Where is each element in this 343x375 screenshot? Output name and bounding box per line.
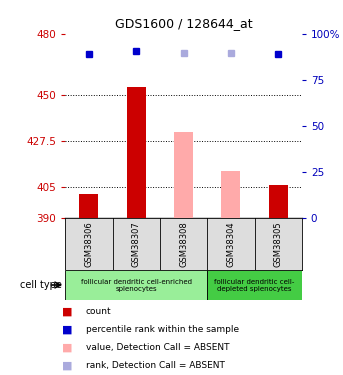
Text: rank, Detection Call = ABSENT: rank, Detection Call = ABSENT xyxy=(86,361,225,370)
Bar xyxy=(65,270,207,300)
Text: GSM38305: GSM38305 xyxy=(274,221,283,267)
Title: GDS1600 / 128644_at: GDS1600 / 128644_at xyxy=(115,17,252,30)
Text: ■: ■ xyxy=(62,342,72,352)
Text: GSM38307: GSM38307 xyxy=(132,221,141,267)
Text: count: count xyxy=(86,307,111,316)
Text: cell type: cell type xyxy=(20,280,62,290)
Text: value, Detection Call = ABSENT: value, Detection Call = ABSENT xyxy=(86,343,229,352)
Bar xyxy=(79,194,98,217)
Bar xyxy=(269,185,288,218)
Text: follicular dendritic cell-enriched
splenocytes: follicular dendritic cell-enriched splen… xyxy=(81,279,192,291)
Text: follicular dendritic cell-
depleted splenocytes: follicular dendritic cell- depleted sple… xyxy=(214,279,295,291)
Text: ■: ■ xyxy=(62,324,72,334)
Text: percentile rank within the sample: percentile rank within the sample xyxy=(86,325,239,334)
Bar xyxy=(127,87,146,218)
Bar xyxy=(174,132,193,218)
Text: ■: ■ xyxy=(62,360,72,370)
Bar xyxy=(221,171,240,217)
Text: GSM38306: GSM38306 xyxy=(84,221,93,267)
Text: GSM38308: GSM38308 xyxy=(179,221,188,267)
Bar xyxy=(207,270,302,300)
Text: ■: ■ xyxy=(62,306,72,316)
Text: GSM38304: GSM38304 xyxy=(226,221,235,267)
